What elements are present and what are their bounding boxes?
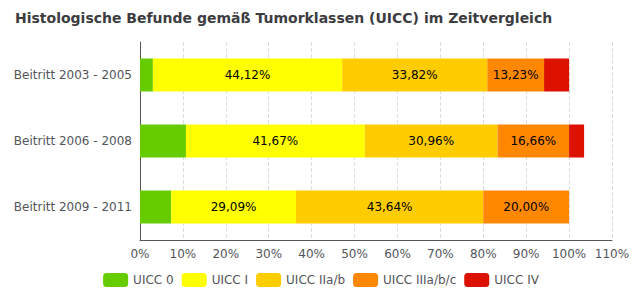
svg-text:UICC 0: UICC 0 <box>133 273 174 287</box>
svg-text:Beitritt 2003 - 2005: Beitritt 2003 - 2005 <box>14 68 132 82</box>
svg-text:41,67%: 41,67% <box>252 134 298 148</box>
svg-text:33,82%: 33,82% <box>392 68 438 82</box>
svg-text:90%: 90% <box>513 247 540 261</box>
svg-text:UICC IIIa/b/c: UICC IIIa/b/c <box>383 273 456 287</box>
svg-text:44,12%: 44,12% <box>225 68 271 82</box>
svg-text:Beitritt 2009 - 2011: Beitritt 2009 - 2011 <box>14 200 132 214</box>
svg-text:40%: 40% <box>298 247 325 261</box>
svg-text:0%: 0% <box>130 247 149 261</box>
svg-text:UICC IV: UICC IV <box>494 273 539 287</box>
svg-text:16,66%: 16,66% <box>510 134 556 148</box>
svg-text:10%: 10% <box>170 247 197 261</box>
svg-text:30%: 30% <box>255 247 282 261</box>
svg-text:100%: 100% <box>552 247 586 261</box>
svg-text:110%: 110% <box>595 247 629 261</box>
svg-text:Histologische Befunde gemäß Tu: Histologische Befunde gemäß Tumorklassen… <box>15 10 552 26</box>
svg-text:30,96%: 30,96% <box>408 134 454 148</box>
svg-text:20%: 20% <box>212 247 239 261</box>
svg-text:UICC IIa/b: UICC IIa/b <box>286 273 345 287</box>
svg-text:43,64%: 43,64% <box>367 200 413 214</box>
svg-text:Beitritt 2006 - 2008: Beitritt 2006 - 2008 <box>14 134 132 148</box>
svg-text:20,00%: 20,00% <box>503 200 549 214</box>
svg-text:80%: 80% <box>470 247 497 261</box>
svg-text:60%: 60% <box>384 247 411 261</box>
svg-text:70%: 70% <box>427 247 454 261</box>
svg-text:UICC I: UICC I <box>212 273 248 287</box>
svg-text:50%: 50% <box>341 247 368 261</box>
svg-text:29,09%: 29,09% <box>211 200 257 214</box>
svg-text:13,23%: 13,23% <box>493 68 539 82</box>
